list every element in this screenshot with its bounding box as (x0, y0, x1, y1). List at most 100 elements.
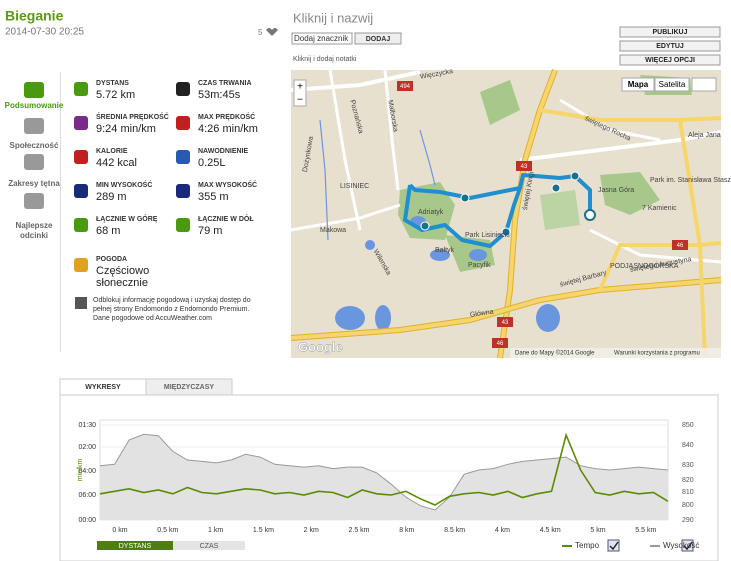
sidebar-label[interactable]: Społeczność (10, 141, 59, 150)
lake (365, 240, 375, 250)
y-tick-label: 00:00 (78, 517, 96, 524)
stat-label: DYSTANS (96, 80, 129, 87)
zoom-control[interactable] (293, 79, 307, 107)
x-tick-label: 8 km (399, 527, 414, 534)
park (540, 190, 580, 230)
stat-icon (176, 82, 190, 96)
x-tick-label: 0 km (112, 527, 127, 534)
map-button[interactable] (621, 77, 655, 92)
sidebar-label[interactable]: Najlepsze odcinki (16, 221, 53, 240)
zoom-label[interactable]: + (297, 82, 303, 93)
zoom-label[interactable]: − (297, 95, 303, 106)
lake (430, 249, 450, 261)
stat-value: 0.25L (198, 157, 226, 169)
map-label: LISINIEC (340, 183, 369, 190)
sidebar-label[interactable]: Zakresy tętna (8, 179, 60, 188)
road-shield-label: 46 (497, 341, 504, 347)
road-shield-label: 43 (502, 320, 509, 326)
action-button[interactable] (619, 40, 721, 52)
stat-icon (74, 150, 88, 164)
heart-icon[interactable] (266, 28, 278, 36)
stat-value: 289 m (96, 191, 127, 203)
stat-icon (176, 218, 190, 232)
y2-tick-label: 810 (682, 489, 694, 496)
name-prompt[interactable]: Kliknij i nazwij (293, 10, 373, 25)
park (600, 172, 660, 215)
action-label[interactable]: WIĘCEJ OPCJI (645, 57, 695, 64)
action-button[interactable] (619, 54, 721, 66)
map-button[interactable] (654, 77, 690, 92)
weather-icon (75, 297, 87, 309)
stat-label: ŁĄCZNIE W GÓRĘ (96, 216, 158, 223)
sidebar-icon[interactable] (24, 193, 44, 209)
map-label: Park Lisiniecki (465, 232, 510, 239)
map-credit: Dane do Mapy ©2014 Google (515, 350, 595, 357)
map-button-label[interactable]: Satelita (659, 80, 686, 89)
map-label: Park im. Stanisława Staszica (650, 177, 731, 184)
x-tick-label: 2 km (304, 527, 319, 534)
x-tick-label: 5.5 km (635, 527, 656, 534)
tab[interactable] (145, 378, 233, 396)
stream (419, 129, 436, 186)
sidebar-icon[interactable] (24, 154, 44, 170)
likes: 5 (258, 28, 263, 37)
tag-button[interactable] (354, 32, 402, 45)
lake (536, 304, 560, 332)
axis-tab[interactable] (97, 541, 173, 550)
map-label: PODJASNOGÓRSKA (610, 261, 679, 270)
check (609, 541, 693, 551)
x-tick-label: 4 km (495, 527, 510, 534)
map-credit[interactable]: Warunki korzystania z programu (614, 351, 700, 357)
stat-icon (74, 184, 88, 198)
road-shield (672, 240, 688, 250)
stat-value: 68 m (96, 225, 121, 237)
y2-tick-label: 800 (682, 502, 694, 509)
x-tick-label: 8.5 km (444, 527, 465, 534)
y-tick-label: 04:00 (78, 468, 96, 475)
lake (335, 306, 365, 330)
action-button[interactable] (619, 26, 721, 38)
sidebar-icon[interactable] (24, 82, 44, 98)
sidebar-label[interactable]: Podsumowanie (5, 101, 64, 110)
stat-label: MAX PRĘDKOŚĆ (198, 114, 256, 121)
action-label[interactable]: PUBLIKUJ (652, 29, 687, 36)
road-shield-label: 43 (521, 164, 528, 170)
stat-label: ŚREDNIA PRĘDKOŚĆ (96, 114, 169, 121)
stat-icon (74, 116, 88, 130)
notes-prompt[interactable]: Kliknij i dodaj notatki (293, 56, 357, 63)
tab-label[interactable]: WYKRESY (85, 384, 121, 391)
main-road (539, 108, 722, 122)
axis-tab[interactable] (173, 541, 245, 550)
map-logo: Google (298, 339, 343, 354)
road-shield (516, 161, 532, 171)
title: Bieganie (5, 8, 64, 24)
km-marker (570, 171, 580, 181)
axis-tab-label[interactable]: DYSTANS (119, 543, 152, 550)
map-label: Adriatyk (418, 209, 444, 216)
x-tick-label: 1.5 km (253, 527, 274, 534)
road-shield (492, 338, 508, 348)
park (480, 80, 520, 125)
checkbox[interactable] (607, 539, 620, 552)
x-tick-label: 0.5 km (157, 527, 178, 534)
axis-tab-label[interactable]: CZAS (200, 543, 219, 550)
tab-label[interactable]: MIĘDZYCZASY (164, 384, 215, 391)
road-shield-label: 46 (677, 243, 684, 249)
tag-button-label[interactable]: DODAJ (366, 36, 391, 43)
y2-tick-label: 840 (682, 442, 694, 449)
date: 2014-07-30 20:25 (5, 27, 84, 38)
legend-label: Wysokość (663, 541, 699, 550)
sidebar-icon[interactable] (24, 118, 44, 134)
tag-input[interactable] (291, 32, 353, 45)
y2-tick-label: 290 (682, 517, 694, 524)
tag-placeholder[interactable]: Dodaj znacznik (294, 34, 349, 43)
map-button-label[interactable]: Mapa (628, 80, 649, 89)
checkbox[interactable] (681, 539, 694, 552)
stat-value: 355 m (198, 191, 229, 203)
main-road (678, 119, 707, 359)
map-label: Główna (470, 309, 495, 319)
road (328, 69, 362, 231)
fullscreen-button[interactable] (691, 77, 717, 92)
road (519, 130, 722, 162)
action-label[interactable]: EDYTUJ (656, 43, 684, 50)
